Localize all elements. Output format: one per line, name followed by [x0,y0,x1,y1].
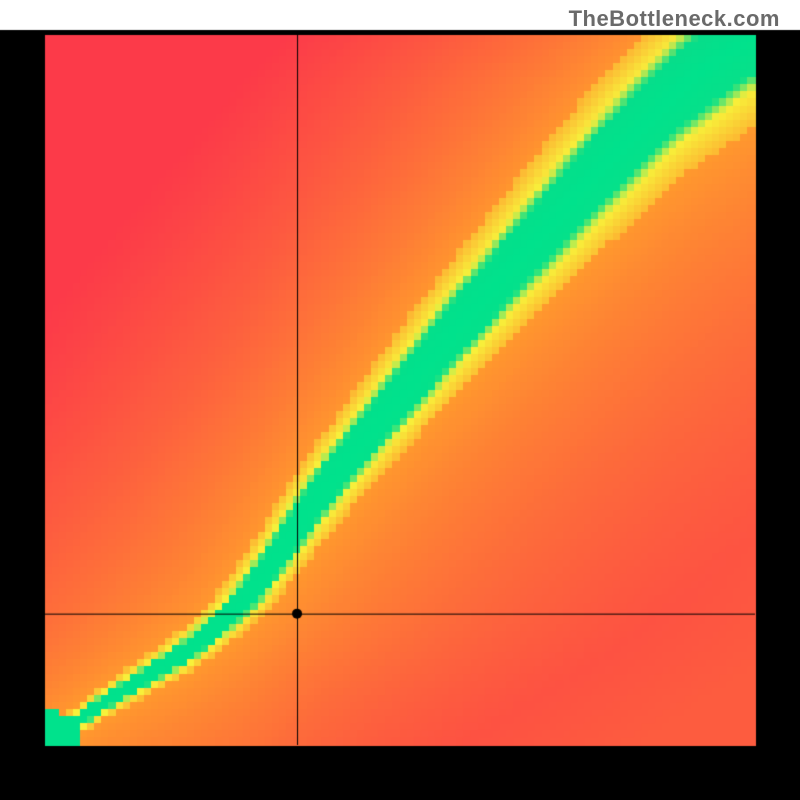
chart-container: TheBottleneck.com [0,0,800,800]
heatmap-canvas [0,0,800,800]
watermark-label: TheBottleneck.com [569,6,780,32]
